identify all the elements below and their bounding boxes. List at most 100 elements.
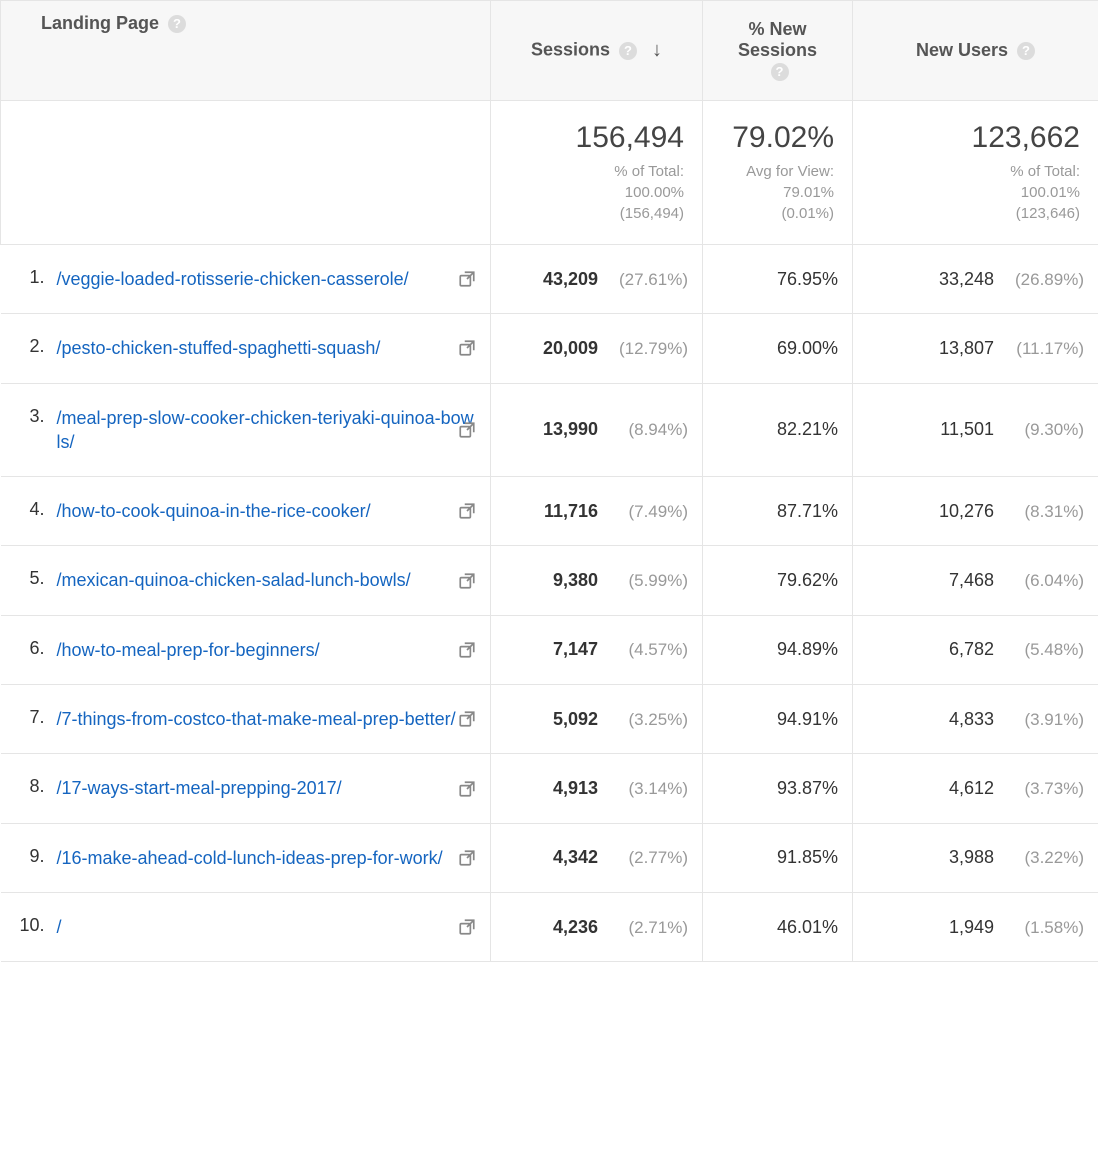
new-users-value: 13,807 [939, 338, 994, 359]
row-index: 4. [15, 499, 57, 520]
new-users-cell: 6,782 (5.48%) [853, 615, 1098, 684]
landing-page-link[interactable]: /how-to-meal-prep-for-beginners/ [57, 638, 320, 662]
table-row: 6./how-to-meal-prep-for-beginners/ 7,147… [1, 615, 1098, 684]
sessions-cell: 4,236(2.71%) [491, 892, 703, 961]
pct-new-sessions-cell: 82.21% [703, 383, 853, 477]
help-icon[interactable]: ? [619, 42, 637, 60]
header-pct-new-sessions-label: % New Sessions [738, 19, 817, 60]
new-users-value: 7,468 [949, 570, 994, 591]
sessions-pct: (8.94%) [606, 420, 688, 440]
external-link-icon[interactable] [458, 918, 476, 936]
row-index: 1. [15, 267, 57, 288]
header-new-users[interactable]: New Users ? [853, 1, 1098, 101]
external-link-icon[interactable] [458, 849, 476, 867]
summary-sessions-value: 156,494 [503, 121, 684, 155]
new-users-pct: (26.89%) [1002, 270, 1084, 290]
pct-new-sessions-cell: 46.01% [703, 892, 853, 961]
new-users-cell: 4,612 (3.73%) [853, 754, 1098, 823]
new-users-pct: (3.91%) [1002, 710, 1084, 730]
landing-page-cell: 9./16-make-ahead-cold-lunch-ideas-prep-f… [1, 823, 491, 892]
pct-new-sessions-cell: 69.00% [703, 314, 853, 383]
sessions-pct: (4.57%) [606, 640, 688, 660]
table-row: 4./how-to-cook-quinoa-in-the-rice-cooker… [1, 477, 1098, 546]
sort-descending-icon: ↓ [652, 39, 662, 62]
sessions-pct: (5.99%) [606, 571, 688, 591]
new-users-value: 1,949 [949, 917, 994, 938]
sessions-cell: 43,209 (27.61%) [491, 245, 703, 314]
new-users-value: 3,988 [949, 847, 994, 868]
summary-pct-new-sessions-cell: 79.02% Avg for View: 79.01% (0.01%) [703, 101, 853, 245]
landing-page-cell: 6./how-to-meal-prep-for-beginners/ [1, 615, 491, 684]
external-link-icon[interactable] [458, 641, 476, 659]
header-new-users-label: New Users [916, 40, 1008, 60]
pct-new-sessions-cell: 91.85% [703, 823, 853, 892]
new-users-value: 11,501 [940, 419, 994, 440]
summary-new-users-sub: % of Total: 100.01% (123,646) [1010, 163, 1080, 222]
landing-page-link[interactable]: / [57, 915, 62, 939]
landing-pages-table: Landing Page ? Sessions ? ↓ % New Sessio… [0, 0, 1098, 962]
new-users-value: 6,782 [949, 639, 994, 660]
summary-sessions-sub: % of Total: 100.00% (156,494) [614, 163, 684, 222]
sessions-pct: (27.61%) [606, 270, 688, 290]
sessions-value: 5,092 [553, 709, 598, 730]
landing-page-link[interactable]: /mexican-quinoa-chicken-salad-lunch-bowl… [57, 568, 411, 592]
header-landing-page-label: Landing Page [41, 13, 159, 33]
header-landing-page[interactable]: Landing Page ? [1, 1, 491, 101]
sessions-cell: 4,913(3.14%) [491, 754, 703, 823]
new-users-pct: (8.31%) [1002, 502, 1084, 522]
row-index: 9. [15, 846, 57, 867]
new-users-value: 10,276 [939, 501, 994, 522]
row-index: 2. [15, 336, 57, 357]
header-sessions[interactable]: Sessions ? ↓ [491, 1, 703, 101]
pct-new-sessions-cell: 79.62% [703, 546, 853, 615]
sessions-value: 13,990 [543, 419, 598, 440]
external-link-icon[interactable] [458, 710, 476, 728]
pct-new-sessions-cell: 93.87% [703, 754, 853, 823]
landing-page-link[interactable]: /meal-prep-slow-cooker-chicken-teriyaki-… [57, 406, 477, 455]
landing-page-link[interactable]: /17-ways-start-meal-prepping-2017/ [57, 776, 342, 800]
landing-page-cell: 5./mexican-quinoa-chicken-salad-lunch-bo… [1, 546, 491, 615]
summary-new-users-value: 123,662 [865, 121, 1080, 155]
external-link-icon[interactable] [458, 780, 476, 798]
sessions-value: 43,209 [543, 269, 598, 290]
landing-page-cell: 4./how-to-cook-quinoa-in-the-rice-cooker… [1, 477, 491, 546]
external-link-icon[interactable] [458, 339, 476, 357]
header-pct-new-sessions[interactable]: % New Sessions ? [703, 1, 853, 101]
sessions-pct: (3.25%) [606, 710, 688, 730]
new-users-pct: (3.73%) [1002, 779, 1084, 799]
landing-page-link[interactable]: /pesto-chicken-stuffed-spaghetti-squash/ [57, 336, 381, 360]
landing-page-cell: 2./pesto-chicken-stuffed-spaghetti-squas… [1, 314, 491, 383]
new-users-cell: 7,468 (6.04%) [853, 546, 1098, 615]
row-index: 7. [15, 707, 57, 728]
header-sessions-label: Sessions [531, 39, 610, 59]
landing-page-link[interactable]: /16-make-ahead-cold-lunch-ideas-prep-for… [57, 846, 443, 870]
new-users-cell: 4,833 (3.91%) [853, 685, 1098, 754]
external-link-icon[interactable] [458, 572, 476, 590]
sessions-pct: (12.79%) [606, 339, 688, 359]
table-row: 10./ 4,236(2.71%)46.01% 1,949 (1.58%) [1, 892, 1098, 961]
sessions-value: 4,913 [553, 778, 598, 799]
row-index: 3. [15, 406, 57, 427]
new-users-value: 4,612 [949, 778, 994, 799]
help-icon[interactable]: ? [771, 63, 789, 81]
landing-page-cell: 7./7-things-from-costco-that-make-meal-p… [1, 685, 491, 754]
table-row: 8./17-ways-start-meal-prepping-2017/ 4,9… [1, 754, 1098, 823]
sessions-cell: 7,147(4.57%) [491, 615, 703, 684]
new-users-pct: (1.58%) [1002, 918, 1084, 938]
sessions-pct: (2.77%) [606, 848, 688, 868]
help-icon[interactable]: ? [1017, 42, 1035, 60]
external-link-icon[interactable] [458, 502, 476, 520]
landing-page-link[interactable]: /how-to-cook-quinoa-in-the-rice-cooker/ [57, 499, 371, 523]
landing-page-link[interactable]: /veggie-loaded-rotisserie-chicken-casser… [57, 267, 409, 291]
landing-page-link[interactable]: /7-things-from-costco-that-make-meal-pre… [57, 707, 456, 731]
row-index: 10. [15, 915, 57, 936]
table-row: 7./7-things-from-costco-that-make-meal-p… [1, 685, 1098, 754]
new-users-value: 4,833 [949, 709, 994, 730]
new-users-pct: (5.48%) [1002, 640, 1084, 660]
external-link-icon[interactable] [458, 270, 476, 288]
external-link-icon[interactable] [458, 421, 476, 439]
help-icon[interactable]: ? [168, 15, 186, 33]
summary-sessions-cell: 156,494 % of Total: 100.00% (156,494) [491, 101, 703, 245]
sessions-cell: 4,342(2.77%) [491, 823, 703, 892]
new-users-pct: (6.04%) [1002, 571, 1084, 591]
